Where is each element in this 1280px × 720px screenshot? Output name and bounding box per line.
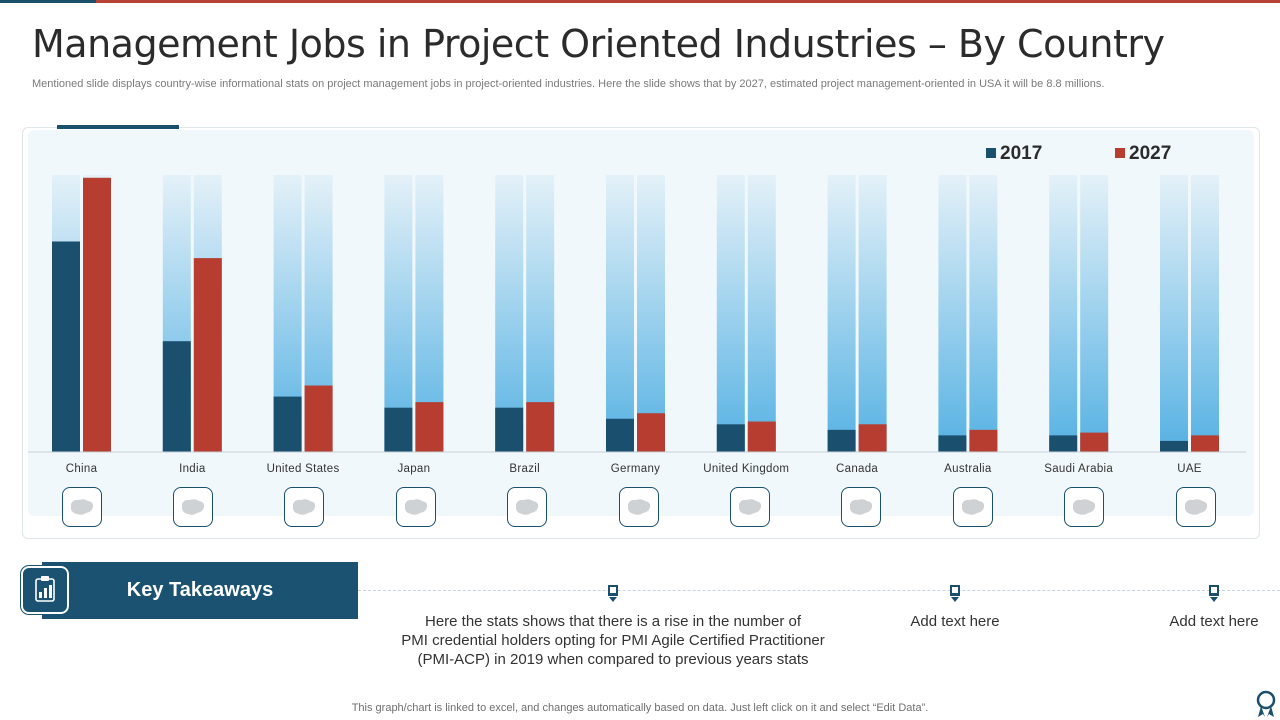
germany-map-icon: [618, 487, 659, 527]
bar-track-saudi-arabia-2027: [1080, 175, 1109, 452]
category-label-saudi-arabia: Saudi Arabia: [1044, 463, 1114, 475]
page-title: Management Jobs in Project Oriented Indu…: [32, 22, 1165, 66]
category-label-brazil: Brazil: [509, 463, 540, 475]
bar-united-states-2027[interactable]: [304, 385, 333, 452]
bar-australia-2027[interactable]: [969, 429, 998, 452]
bar-track-uae-2017: [1160, 175, 1188, 452]
bar-saudi-arabia-2017[interactable]: [1049, 435, 1078, 452]
bar-track-germany-2027: [637, 175, 665, 452]
takeaway-text-1[interactable]: Here the stats shows that there is a ris…: [373, 612, 853, 669]
bar-germany-2017[interactable]: [606, 418, 634, 452]
bar-track-canada-2027: [858, 175, 887, 452]
bar-india-2017[interactable]: [162, 341, 191, 452]
bar-china-2017[interactable]: [52, 241, 80, 452]
takeaway-1-line-3: (PMI-ACP) in 2019 when compared to previ…: [417, 651, 809, 668]
legend-2027-label: 2027: [1129, 143, 1172, 164]
legend-2017-label: 2017: [1000, 143, 1043, 164]
china-map-icon: [61, 487, 102, 527]
canada-map-icon: [841, 487, 882, 527]
bar-japan-2017[interactable]: [384, 407, 413, 452]
japan-map-icon: [395, 487, 436, 527]
legend-2027-swatch: [1115, 148, 1125, 158]
bar-canada-2027[interactable]: [858, 424, 887, 452]
bar-uae-2027[interactable]: [1191, 435, 1219, 452]
bar-brazil-2017[interactable]: [495, 407, 524, 452]
legend-2027: 2027: [1115, 143, 1171, 165]
uk-map-icon: [729, 487, 770, 527]
takeaway-2-line-1: Add text here: [910, 613, 1000, 630]
bar-track-germany-2017: [606, 175, 634, 452]
category-label-germany: Germany: [610, 463, 661, 475]
takeaway-1-line-1: Here the stats shows that there is a ris…: [424, 613, 802, 630]
category-label-united-states: United States: [266, 463, 340, 475]
bar-brazil-2027[interactable]: [526, 402, 555, 452]
bar-germany-2027[interactable]: [637, 413, 665, 452]
bar-track-saudi-arabia-2017: [1049, 175, 1078, 452]
category-label-australia: Australia: [944, 463, 992, 475]
top-accent-bar: [0, 0, 1280, 3]
bar-track-australia-2027: [969, 175, 998, 452]
category-label-china: China: [65, 463, 98, 475]
card-accent-line: [57, 125, 179, 129]
takeaway-3-line-1: Add text here: [1169, 613, 1259, 630]
australia-map-icon: [952, 487, 993, 527]
timeline-marker-1: [608, 585, 618, 602]
bar-australia-2017[interactable]: [938, 435, 967, 452]
takeaway-text-2[interactable]: Add text here: [885, 612, 1025, 631]
bar-canada-2017[interactable]: [827, 429, 856, 452]
takeaways-timeline: [358, 590, 1280, 591]
bar-united-kingdom-2027[interactable]: [747, 421, 776, 452]
bar-track-united-kingdom-2027: [747, 175, 776, 452]
bar-china-2027[interactable]: [83, 177, 111, 452]
bar-track-australia-2017: [938, 175, 967, 452]
takeaway-1-line-2: PMI credential holders opting for PMI Ag…: [401, 632, 825, 649]
bar-track-brazil-2017: [495, 175, 524, 452]
legend-2017: 2017: [986, 143, 1042, 165]
timeline-marker-3: [1209, 585, 1219, 602]
brazil-map-icon: [507, 487, 548, 527]
key-takeaways-banner: [42, 562, 358, 619]
footnote: This graph/chart is linked to excel, and…: [351, 702, 929, 714]
bar-track-united-kingdom-2017: [716, 175, 745, 452]
legend-2017-swatch: [986, 148, 996, 158]
category-label-canada: Canada: [836, 463, 879, 475]
key-takeaways-title: Key Takeaways: [126, 579, 274, 601]
category-label-japan: Japan: [397, 463, 431, 475]
category-label-uae: UAE: [1177, 463, 1202, 475]
clipboard-chart-icon: [20, 565, 70, 615]
bar-united-states-2017[interactable]: [273, 396, 302, 452]
bar-track-canada-2017: [827, 175, 856, 452]
bar-track-japan-2017: [384, 175, 413, 452]
bar-chart[interactable]: [0, 0, 1280, 540]
page-subtitle: Mentioned slide displays country-wise in…: [32, 78, 1105, 90]
bar-united-kingdom-2017[interactable]: [716, 424, 745, 452]
timeline-marker-2: [950, 585, 960, 602]
saudi-arabia-map-icon: [1064, 487, 1105, 527]
uae-map-icon: [1175, 487, 1216, 527]
bar-track-uae-2027: [1191, 175, 1219, 452]
usa-map-icon: [284, 487, 325, 527]
bar-india-2027[interactable]: [193, 258, 222, 452]
bar-japan-2027[interactable]: [415, 402, 444, 452]
bar-uae-2017[interactable]: [1160, 440, 1188, 452]
bar-saudi-arabia-2027[interactable]: [1080, 432, 1109, 452]
category-label-india: India: [179, 463, 206, 475]
takeaway-text-3[interactable]: Add text here: [1144, 612, 1280, 631]
category-label-united-kingdom: United Kingdom: [703, 463, 790, 475]
india-map-icon: [172, 487, 213, 527]
award-badge-icon: [1256, 690, 1276, 717]
